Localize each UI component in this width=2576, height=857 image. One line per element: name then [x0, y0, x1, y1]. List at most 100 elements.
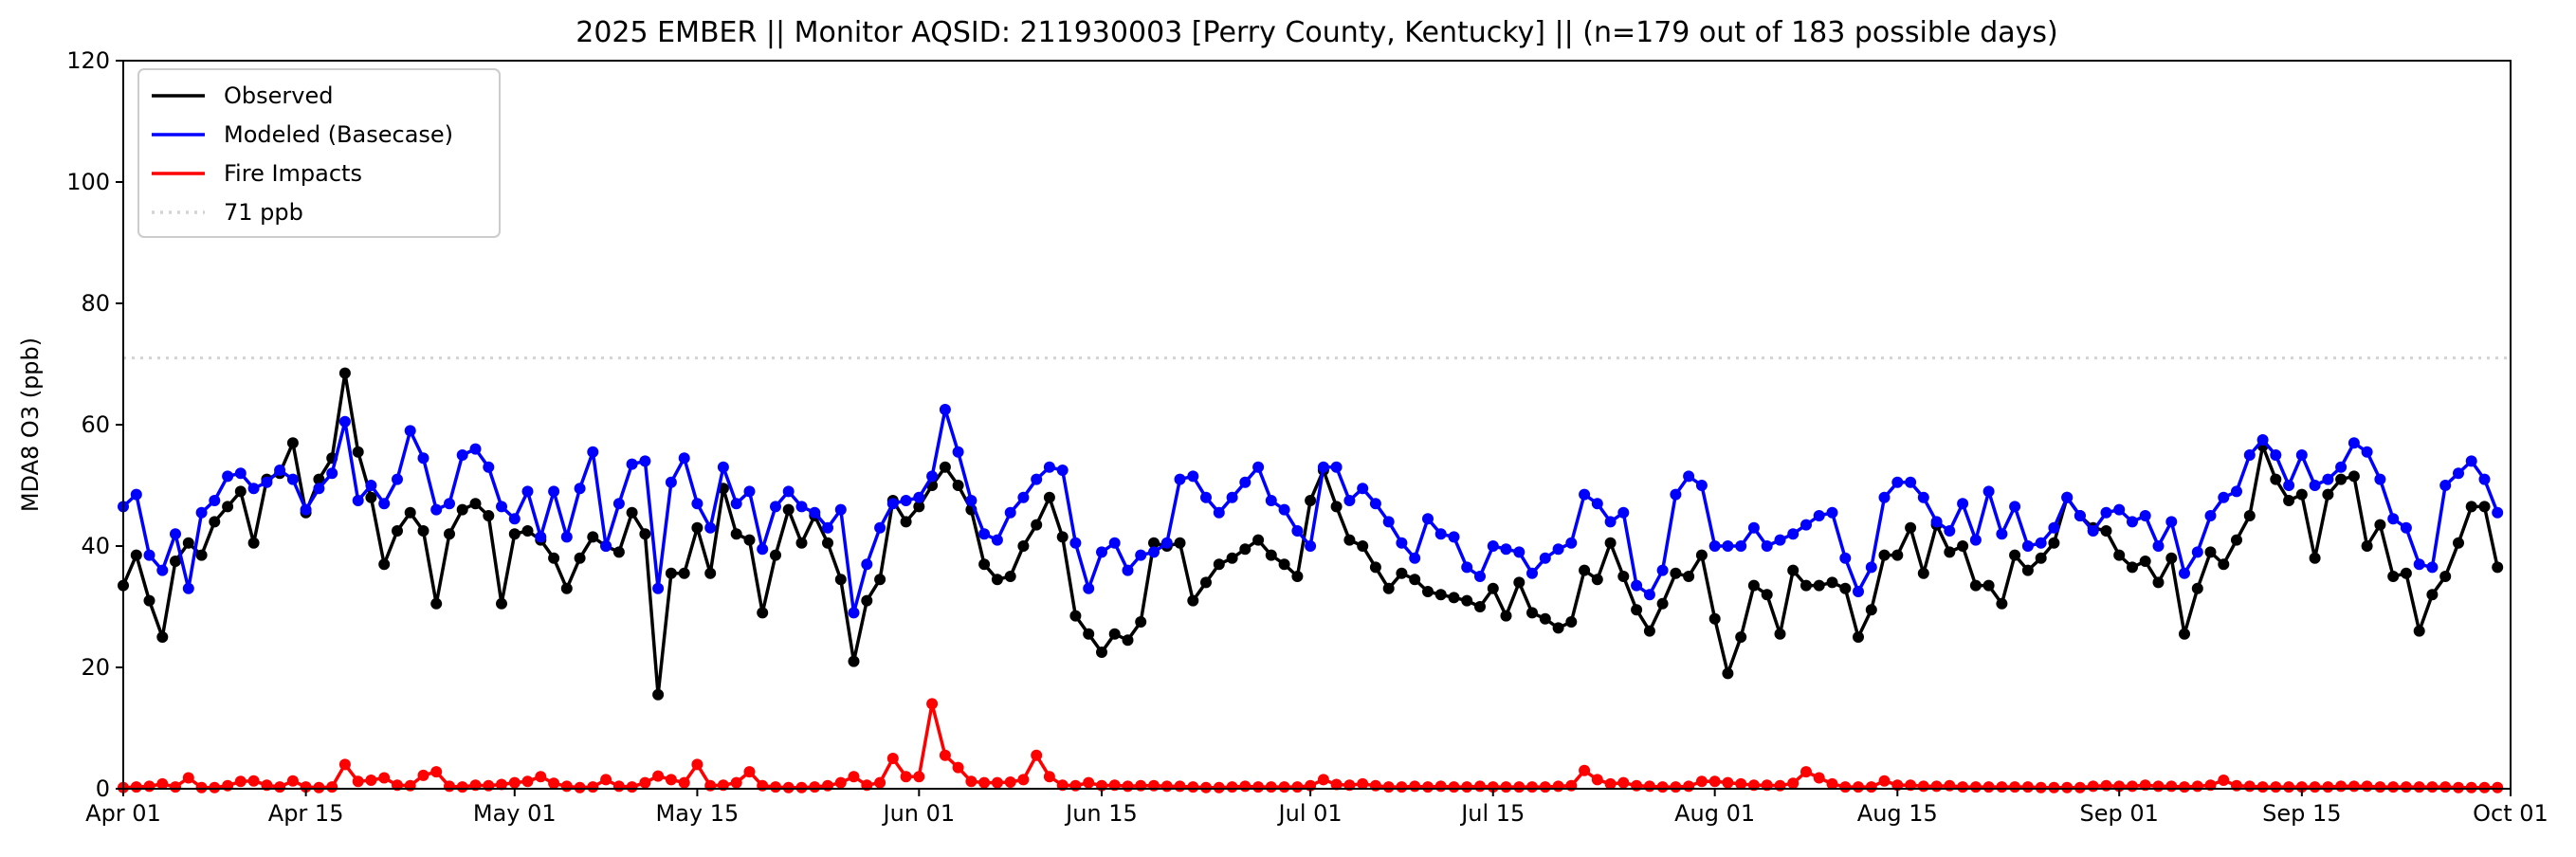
data-point — [1487, 781, 1499, 793]
data-point — [1291, 781, 1304, 793]
x-tick-label: Jul 01 — [1277, 800, 1343, 827]
data-point — [2492, 561, 2504, 574]
data-point — [2413, 558, 2425, 571]
data-point — [1670, 488, 1682, 501]
data-point — [834, 503, 847, 516]
data-point — [2400, 521, 2412, 534]
data-point — [483, 510, 495, 521]
data-point — [130, 781, 142, 793]
data-point — [1357, 483, 1369, 495]
series-modeled-basecase — [118, 404, 2504, 619]
data-point — [209, 516, 221, 528]
data-point — [2231, 534, 2242, 546]
data-point — [939, 461, 951, 473]
data-point — [508, 513, 521, 525]
data-point — [1656, 597, 1669, 610]
data-point — [2465, 455, 2477, 467]
data-point — [2400, 781, 2412, 793]
data-point — [1552, 543, 1564, 556]
data-point — [234, 485, 247, 498]
data-point — [770, 549, 781, 561]
data-point — [1330, 501, 1343, 513]
data-point — [757, 607, 769, 619]
data-point — [182, 772, 194, 784]
data-point — [665, 774, 677, 786]
data-point — [365, 775, 377, 786]
data-point — [338, 415, 351, 428]
data-point — [1330, 461, 1343, 473]
data-point — [1187, 470, 1199, 483]
data-point — [261, 476, 273, 488]
data-point — [1122, 780, 1134, 793]
data-point — [209, 781, 221, 793]
y-tick-label: 60 — [81, 411, 110, 438]
data-point — [1226, 552, 1238, 564]
data-point — [535, 771, 547, 783]
data-point — [1031, 749, 1043, 761]
data-point — [1695, 549, 1708, 561]
data-point — [587, 531, 599, 543]
data-point — [1305, 495, 1317, 506]
data-point — [1735, 540, 1747, 552]
data-point — [1187, 594, 1199, 607]
data-point — [456, 503, 468, 516]
data-point — [587, 781, 599, 793]
data-point — [1813, 579, 1825, 592]
data-point — [1174, 473, 1186, 485]
data-point — [782, 503, 795, 516]
data-point — [2152, 540, 2165, 552]
data-point — [665, 476, 677, 488]
data-point — [652, 582, 665, 594]
data-point — [2426, 781, 2439, 793]
data-point — [496, 597, 507, 610]
data-point — [2361, 540, 2373, 552]
data-point — [612, 546, 625, 558]
data-point — [2139, 510, 2151, 521]
data-point — [1539, 781, 1551, 793]
data-point — [2374, 781, 2386, 793]
data-point — [678, 452, 690, 465]
data-point — [952, 761, 964, 774]
data-point — [209, 495, 221, 506]
data-point — [1631, 579, 1643, 592]
data-point — [1957, 498, 1969, 510]
data-point — [1579, 488, 1591, 501]
data-point — [2387, 513, 2400, 525]
data-point — [170, 556, 181, 567]
data-point — [247, 537, 260, 549]
data-point — [1317, 774, 1329, 786]
data-point — [1774, 534, 1786, 546]
data-point — [130, 549, 142, 561]
data-point — [2139, 556, 2151, 567]
data-point — [1982, 485, 1995, 498]
data-point — [1226, 781, 1238, 793]
data-point — [1500, 543, 1512, 556]
data-point — [874, 574, 886, 586]
data-point — [2465, 501, 2477, 513]
data-point — [1226, 491, 1238, 503]
data-point — [2453, 537, 2464, 549]
data-point — [378, 498, 391, 510]
data-point — [743, 766, 756, 778]
data-point — [1357, 540, 1369, 552]
data-point — [874, 776, 886, 789]
y-tick-label: 0 — [96, 775, 110, 802]
data-point — [1579, 564, 1591, 576]
data-point — [2309, 552, 2321, 564]
data-point — [1761, 589, 1773, 601]
data-point — [1200, 781, 1212, 793]
data-point — [1617, 571, 1630, 582]
data-point — [1343, 534, 1356, 546]
y-tick-label: 40 — [81, 533, 110, 559]
data-point — [1604, 537, 1617, 549]
data-point — [2439, 781, 2452, 793]
data-point — [1735, 631, 1747, 643]
data-point — [1839, 582, 1852, 594]
data-point — [1969, 534, 1982, 546]
x-axis: Apr 01 Apr 15 May 01 May 15 Jun 01 Jun 15 Jul … — [85, 789, 2549, 827]
data-point — [1683, 470, 1695, 483]
data-point — [2061, 491, 2074, 503]
data-point — [1434, 528, 1447, 540]
data-point — [2413, 625, 2425, 637]
